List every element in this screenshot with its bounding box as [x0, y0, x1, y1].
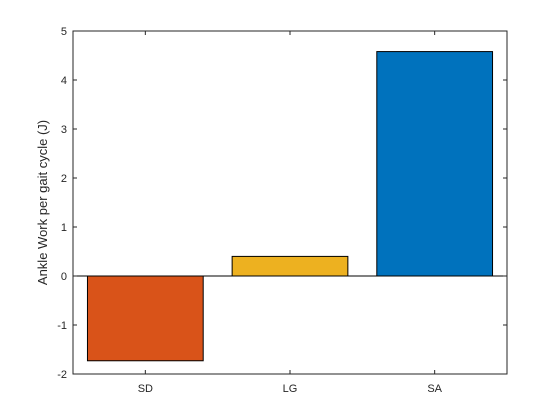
bars-group	[86, 51, 494, 362]
y-tick-label: -1	[57, 320, 67, 332]
y-tick-label: 2	[61, 173, 67, 185]
y-tick-label: -2	[57, 369, 67, 381]
bar-lg	[231, 255, 349, 277]
y-axis-label: Ankle Work per gait cycle (J)	[35, 120, 50, 285]
y-tick-label: 4	[61, 75, 67, 87]
bar-sd	[86, 275, 204, 362]
x-tick-label-sa: SA	[427, 383, 442, 395]
y-tick-label: 1	[61, 222, 67, 234]
y-tick-label: 3	[61, 124, 67, 136]
bar-sa	[376, 51, 494, 277]
x-tick-label-sd: SD	[138, 383, 153, 395]
y-axis-ticks: -2 -1 0 1 2 3 4 5	[57, 26, 507, 381]
y-tick-label: 5	[61, 26, 67, 38]
y-tick-label: 0	[61, 271, 67, 283]
x-axis-ticks: SD LG SA	[138, 31, 443, 395]
x-tick-label-lg: LG	[283, 383, 298, 395]
